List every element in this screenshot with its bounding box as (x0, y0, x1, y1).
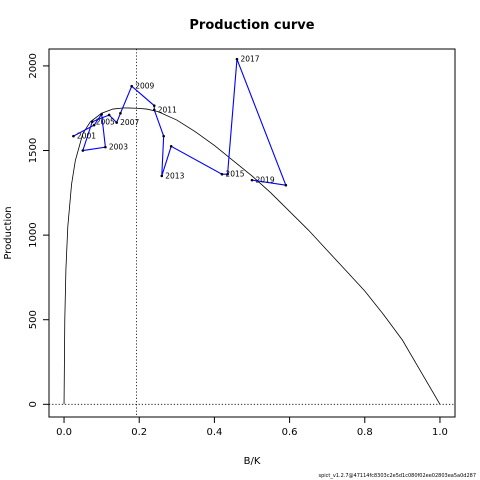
x-tick-label: 0.0 (56, 427, 72, 438)
trajectory-point (162, 134, 165, 138)
trajectory-point (119, 111, 122, 115)
year-label: 2001 (77, 132, 96, 141)
year-label: 2017 (240, 55, 259, 64)
x-tick-label: 0.2 (131, 427, 147, 438)
trajectory-point (81, 149, 85, 152)
x-tick-label: 0.6 (282, 427, 298, 438)
y-tick-label: 500 (28, 310, 39, 329)
trajectory-point (72, 134, 75, 138)
year-label: 2009 (135, 82, 154, 91)
year-label: 2007 (120, 118, 139, 127)
trajectory-point (226, 172, 229, 176)
plot-area-frame (48, 48, 456, 418)
y-tick-label: 1000 (28, 222, 39, 247)
trajectory-point (90, 120, 94, 124)
trajectory-point (100, 112, 103, 116)
axes: 0.0 0.2 0.4 0.6 0.8 1.0 0 500 1000 1500 2000 (28, 53, 448, 438)
trajectory-point (169, 144, 173, 148)
trajectory-point (107, 113, 111, 117)
trajectory-point (220, 172, 224, 176)
x-tick-label: 0.4 (206, 427, 222, 438)
production-curve-line (63, 107, 441, 405)
chart-lines (49, 49, 455, 417)
trajectory-point (152, 108, 156, 112)
y-tick-label: 0 (28, 401, 39, 407)
y-axis-label: Production (3, 206, 14, 259)
y-tick-label: 1500 (28, 138, 39, 163)
x-tick-label: 1.0 (432, 427, 448, 438)
x-axis-label: B/K (244, 456, 261, 467)
trajectory-point (92, 123, 96, 127)
trajectory-point (284, 183, 288, 187)
y-tick-label: 2000 (28, 53, 39, 78)
trajectory-point (130, 84, 134, 88)
trajectory-point (160, 174, 164, 178)
year-label: 2019 (256, 176, 275, 185)
year-label: 2013 (165, 171, 184, 180)
year-label: 2005 (96, 117, 115, 126)
x-tick-label: 0.8 (357, 427, 373, 438)
trajectory-point (152, 104, 156, 107)
chart-marks: 2001 2003 2005 2007 2009 2011 2013 2015 2017 2019 (72, 55, 288, 187)
trajectory-point (235, 57, 239, 61)
version-footer: spict_v1.2.7@47114fc8303c2e5d1c080f02ee0… (319, 473, 477, 479)
year-label: 2003 (109, 143, 128, 152)
trajectory-point (104, 145, 107, 149)
year-label: 2011 (158, 105, 177, 114)
trajectory-point (250, 178, 254, 182)
trajectory-point (115, 121, 118, 124)
chart-title: Production curve (189, 18, 314, 33)
year-label: 2015 (225, 170, 244, 179)
